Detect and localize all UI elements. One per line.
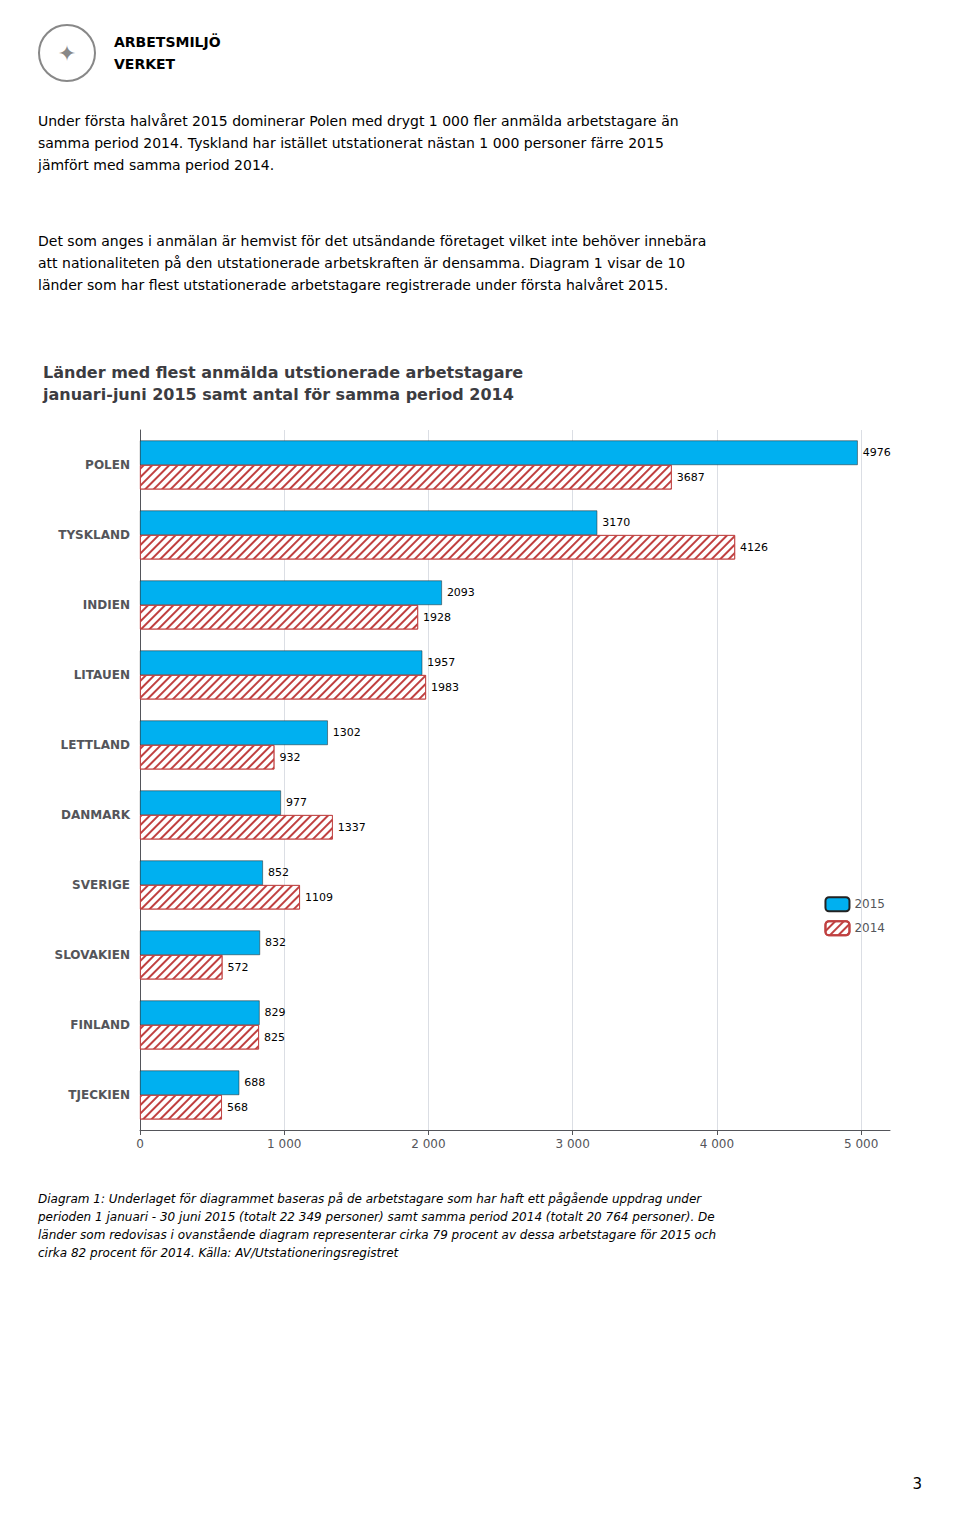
svg-text:POLEN: POLEN [85, 458, 130, 472]
svg-text:TJECKIEN: TJECKIEN [68, 1088, 130, 1102]
svg-text:FINLAND: FINLAND [70, 1018, 130, 1032]
svg-text:LETTLAND: LETTLAND [61, 738, 130, 752]
svg-text:5 000: 5 000 [844, 1137, 878, 1151]
svg-text:1928: 1928 [423, 611, 451, 624]
svg-text:3170: 3170 [602, 516, 630, 529]
html-text:Diagram 1: Underlaget för diag: Diagram 1: Underlaget för diagrammet bas… [38, 1192, 717, 1260]
html-text:VERKET: VERKET [114, 56, 176, 72]
svg-text:572: 572 [228, 961, 249, 974]
html-text:ARBETSMILJÖ: ARBETSMILJÖ [114, 34, 221, 50]
svg-text:832: 832 [265, 936, 286, 949]
svg-text:INDIEN: INDIEN [83, 598, 130, 612]
html-text:Under första halvåret 2015 dom: Under första halvåret 2015 dominerar Pol… [38, 113, 679, 173]
html-text:Det som anges i anmälan är hem: Det som anges i anmälan är hemvist för d… [38, 233, 707, 293]
svg-text:932: 932 [279, 751, 300, 764]
svg-text:SVERIGE: SVERIGE [72, 878, 130, 892]
html-text:3: 3 [912, 1475, 922, 1493]
svg-text:852: 852 [268, 866, 289, 879]
svg-text:4126: 4126 [740, 541, 768, 554]
svg-text:DANMARK: DANMARK [61, 808, 131, 822]
svg-text:568: 568 [227, 1101, 248, 1114]
svg-text:0: 0 [136, 1137, 144, 1151]
svg-text:1 000: 1 000 [267, 1137, 301, 1151]
svg-text:4 000: 4 000 [700, 1137, 734, 1151]
svg-text:688: 688 [244, 1076, 265, 1089]
svg-text:Länder med flest anmälda utsti: Länder med flest anmälda utstionerade ar… [43, 363, 523, 382]
svg-text:1957: 1957 [427, 656, 455, 669]
svg-text:januari-juni 2015 samt antal f: januari-juni 2015 samt antal för samma p… [42, 385, 514, 404]
svg-text:2093: 2093 [447, 586, 475, 599]
svg-text:1109: 1109 [305, 891, 333, 904]
svg-text:1983: 1983 [431, 681, 459, 694]
svg-text:1302: 1302 [333, 726, 361, 739]
svg-text:3687: 3687 [677, 471, 705, 484]
svg-text:LITAUEN: LITAUEN [74, 668, 130, 682]
svg-text:977: 977 [286, 796, 307, 809]
svg-text:4976: 4976 [863, 446, 891, 459]
svg-text:2 000: 2 000 [411, 1137, 445, 1151]
svg-text:SLOVAKIEN: SLOVAKIEN [54, 948, 130, 962]
svg-text:2014: 2014 [854, 921, 885, 935]
svg-text:TYSKLAND: TYSKLAND [58, 528, 130, 542]
svg-text:3 000: 3 000 [556, 1137, 590, 1151]
svg-text:1337: 1337 [338, 821, 366, 834]
svg-text:825: 825 [264, 1031, 285, 1044]
svg-text:829: 829 [265, 1006, 286, 1019]
svg-text:2015: 2015 [854, 897, 885, 911]
